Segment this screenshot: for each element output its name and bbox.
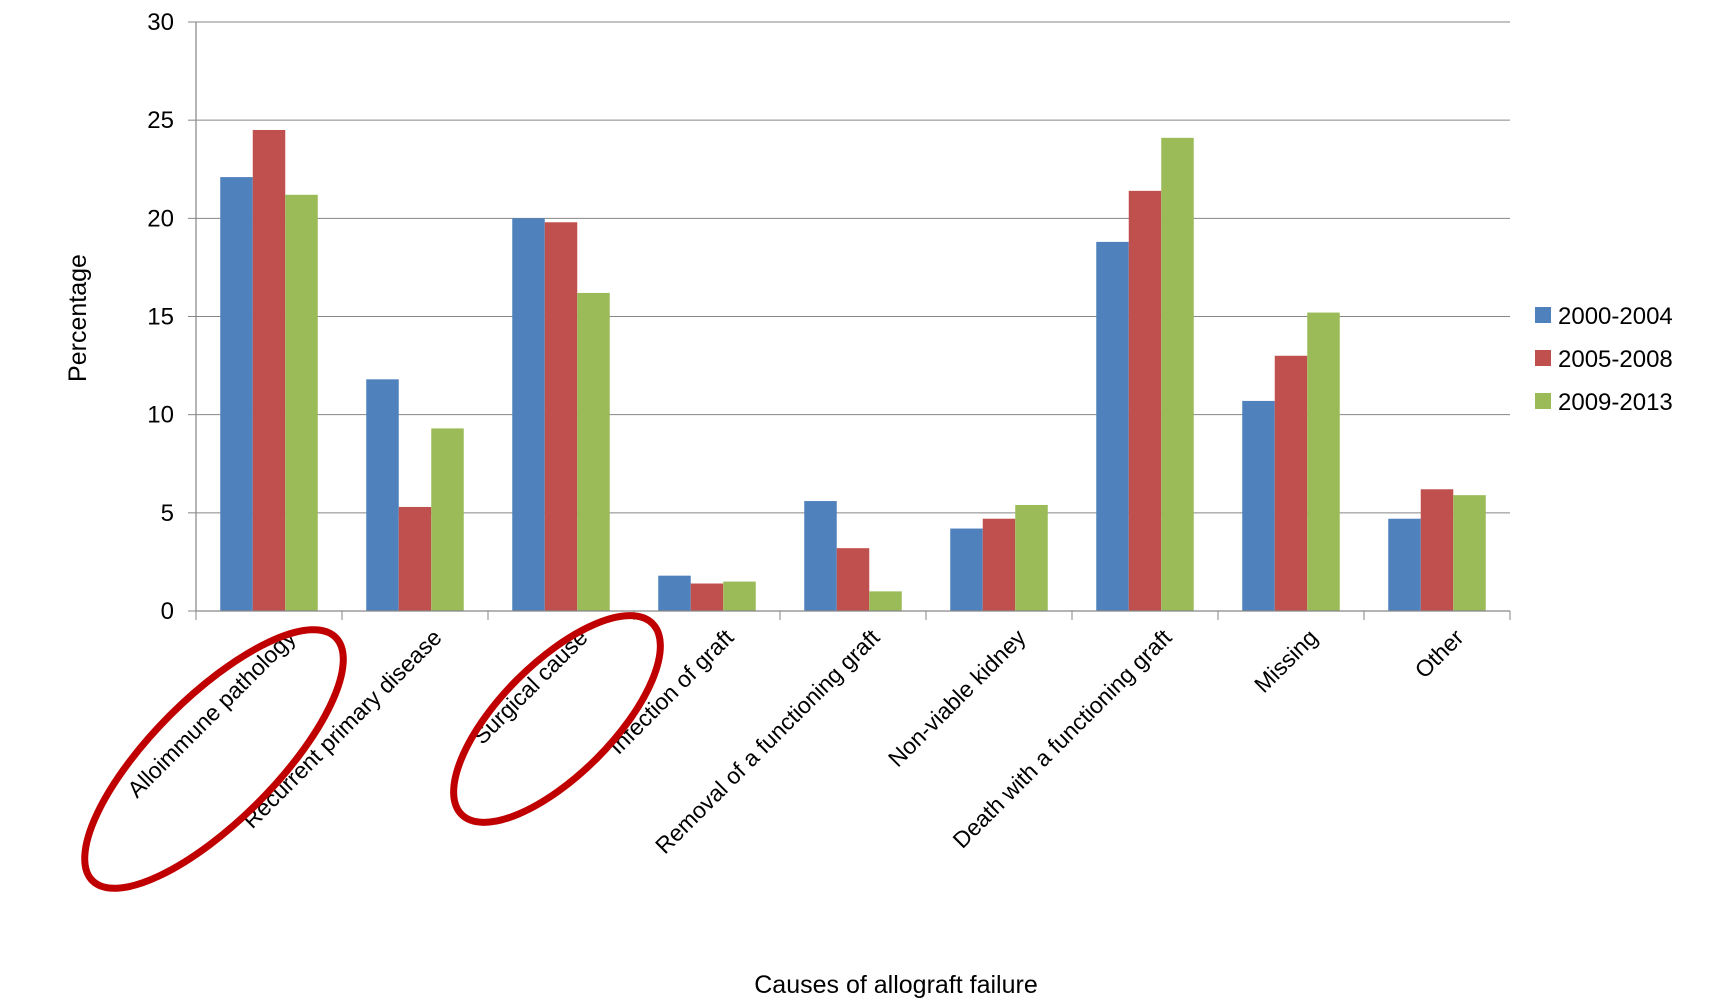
bar	[544, 222, 578, 611]
bar	[577, 292, 610, 611]
legend-label: 2000-2004	[1558, 303, 1673, 330]
y-tick-label: 15	[147, 304, 174, 331]
y-tick-label: 0	[161, 598, 174, 625]
y-tick-label: 20	[147, 205, 174, 232]
bar	[836, 548, 870, 611]
bar	[723, 581, 756, 611]
bar	[1274, 355, 1308, 611]
x-tick-label: Alloimmune pathology	[122, 624, 301, 803]
bar	[1453, 495, 1486, 611]
bar	[1096, 241, 1129, 612]
y-tick-label: 30	[147, 9, 174, 36]
bar	[220, 177, 253, 611]
x-tick-label: Non-viable kidney	[883, 624, 1031, 772]
bar	[1307, 312, 1340, 611]
x-axis-title: Causes of allograft failure	[754, 971, 1037, 999]
bar	[512, 218, 545, 612]
bar	[1128, 190, 1162, 611]
bar	[804, 501, 837, 611]
x-tick-label: Surgical cause	[467, 624, 592, 749]
bar	[398, 506, 432, 611]
legend-swatch	[1535, 393, 1551, 409]
bar	[252, 129, 286, 611]
y-tick-label: 25	[147, 107, 174, 134]
legend-swatch	[1535, 350, 1551, 366]
bar	[431, 428, 464, 611]
bars	[220, 129, 1486, 612]
bar	[366, 379, 399, 611]
y-axis-title: Percentage	[64, 254, 92, 382]
legend-label: 2009-2013	[1558, 389, 1673, 416]
bar	[690, 583, 724, 611]
highlight-ellipse	[81, 626, 347, 892]
bar	[658, 575, 691, 611]
highlight-ellipse	[450, 612, 664, 826]
y-tick-label: 10	[147, 402, 174, 429]
highlight-annotations	[81, 612, 664, 892]
legend-swatch	[1535, 307, 1551, 323]
bar	[1015, 504, 1048, 611]
bar	[1388, 518, 1421, 611]
bar	[950, 528, 983, 611]
bar	[982, 518, 1016, 611]
bar	[1420, 489, 1454, 611]
bar	[869, 591, 902, 611]
bar	[1242, 400, 1275, 611]
y-axis-ticks: 0 5 10 15 20 25 30	[147, 9, 197, 625]
x-axis	[195, 610, 1511, 620]
x-tick-label: Other	[1409, 624, 1468, 683]
y-tick-label: 5	[161, 500, 174, 527]
legend: 2000-2004 2005-2008 2009-2013	[1535, 303, 1673, 416]
x-tick-label: Infection of graft	[604, 624, 739, 759]
legend-label: 2005-2008	[1558, 346, 1673, 373]
x-tick-label: Missing	[1249, 624, 1323, 698]
bar	[285, 194, 318, 612]
bar	[1161, 137, 1194, 611]
